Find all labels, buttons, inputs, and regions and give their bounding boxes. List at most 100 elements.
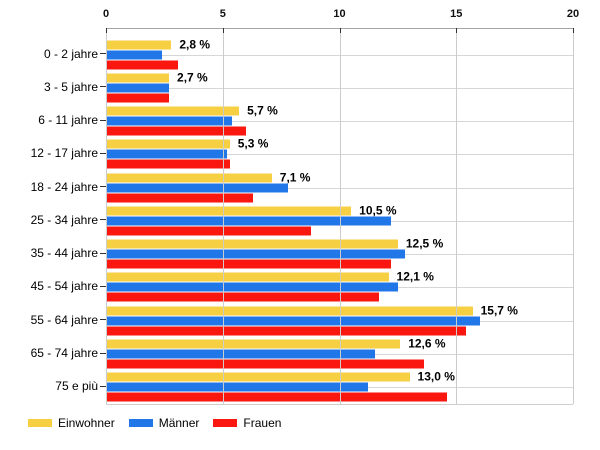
bar-frauen[interactable] (106, 60, 179, 70)
bar-einwohner[interactable] (106, 372, 410, 382)
category-label: 6 - 11 jahre (38, 113, 98, 128)
bar-line (106, 126, 573, 136)
value-label: 12,6 % (408, 336, 446, 351)
bar-line: 12,6 % (106, 336, 573, 351)
legend-swatch-maenner (128, 419, 153, 427)
bar-frauen[interactable] (106, 226, 312, 236)
bar-einwohner[interactable] (106, 173, 272, 183)
bar-maenner[interactable] (106, 249, 405, 259)
bar-einwohner[interactable] (106, 206, 352, 216)
category-tick-mark (100, 285, 106, 287)
bar-line (106, 149, 573, 159)
x-gridline (339, 29, 341, 404)
bar-maenner[interactable] (106, 183, 289, 193)
bar-maenner[interactable] (106, 116, 233, 126)
bar-maenner[interactable] (106, 50, 163, 60)
x-axis-label: 5 (219, 8, 226, 20)
bar-einwohner[interactable] (106, 239, 398, 249)
legend-swatch-frauen (213, 419, 238, 427)
bar-einwohner[interactable] (106, 272, 389, 282)
legend-item-einwohner[interactable]: Einwohner (28, 416, 115, 430)
bar-group: 13,0 % (106, 371, 573, 402)
category-row: 18 - 24 jahre (0, 170, 106, 203)
category-tick-mark (100, 186, 106, 188)
bar-line (106, 326, 573, 336)
bar-einwohner[interactable] (106, 73, 170, 83)
bar-frauen[interactable] (106, 193, 254, 203)
category-axis: 0 - 2 jahre 3 - 5 jahre 6 - 11 jahre 12 - 1… (0, 37, 106, 403)
category-tick-mark (100, 86, 106, 88)
bar-maenner[interactable] (106, 382, 368, 392)
bar-einwohner[interactable] (106, 139, 230, 149)
bar-maenner[interactable] (106, 83, 170, 93)
bar-frauen[interactable] (106, 159, 230, 169)
bar-frauen[interactable] (106, 326, 466, 336)
bar-line (106, 249, 573, 259)
legend-item-frauen[interactable]: Frauen (213, 416, 281, 430)
x-gridline (456, 29, 458, 404)
legend-item-maenner[interactable]: Männer (128, 416, 200, 430)
category-label: 35 - 44 jahre (30, 246, 98, 261)
value-label: 12,1 % (396, 269, 434, 284)
category-label: 25 - 34 jahre (30, 212, 98, 227)
bar-einwohner[interactable] (106, 306, 473, 316)
bar-line: 5,3 % (106, 138, 573, 150)
bar-line (106, 382, 573, 392)
bar-frauen[interactable] (106, 392, 447, 402)
bar-line: 5,7 % (106, 105, 573, 117)
category-row: 12 - 17 jahre (0, 137, 106, 170)
bar-frauen[interactable] (106, 359, 424, 369)
category-tick-mark (100, 319, 106, 321)
x-axis-tick (573, 28, 574, 33)
category-label: 65 - 74 jahre (30, 346, 98, 361)
bar-line (106, 93, 573, 103)
bar-frauen[interactable] (106, 259, 391, 269)
x-axis-tick (456, 28, 458, 33)
value-label: 12,5 % (405, 236, 444, 251)
bar-frauen[interactable] (106, 93, 170, 103)
bar-maenner[interactable] (106, 349, 375, 359)
bar-maenner[interactable] (106, 316, 480, 326)
x-gridline (106, 29, 107, 404)
bar-maenner[interactable] (106, 149, 228, 159)
legend-swatch-einwohner (28, 419, 52, 427)
x-axis-label: 0 (102, 8, 110, 20)
bar-frauen[interactable] (106, 292, 380, 302)
bar-line (106, 183, 573, 193)
bar-group: 7,1 % (106, 170, 573, 203)
bar-line (106, 159, 573, 169)
category-tick-mark (100, 252, 106, 254)
value-label: 7,1 % (279, 170, 311, 185)
bar-line: 12,5 % (106, 236, 573, 251)
bar-maenner[interactable] (106, 216, 391, 226)
value-label: 10,5 % (359, 203, 397, 218)
category-label: 18 - 24 jahre (30, 179, 98, 194)
category-tick-mark (100, 53, 106, 55)
bar-line: 15,7 % (106, 304, 573, 316)
bar-einwohner[interactable] (106, 106, 240, 116)
x-axis-tick (339, 28, 341, 33)
bar-line (106, 226, 573, 236)
legend: Einwohner Männer Frauen (28, 416, 281, 430)
legend-label-maenner: Männer (158, 416, 200, 430)
plot-area: 2,8 % 2,7 % 5,7 % 5,3 % 7,1 % 10,5 % 12,5 % 12,… (103, 8, 579, 405)
bar-line (106, 60, 573, 70)
bar-rows: 2,8 % 2,7 % 5,7 % 5,3 % 7,1 % 10,5 % 12,5 % 12,… (106, 38, 573, 404)
bar-einwohner[interactable] (106, 40, 172, 50)
category-row: 65 - 74 jahre (0, 336, 106, 369)
bar-line (106, 50, 573, 60)
category-row: 0 - 2 jahre (0, 37, 106, 70)
bar-frauen[interactable] (106, 126, 247, 136)
category-tick-mark (100, 152, 106, 154)
category-row: 55 - 64 jahre (0, 303, 106, 336)
bar-line: 13,0 % (106, 371, 573, 383)
bar-line (106, 83, 573, 93)
legend-label-frauen: Frauen (243, 416, 282, 430)
x-gridline (573, 29, 574, 404)
bar-line: 7,1 % (106, 170, 573, 185)
bar-einwohner[interactable] (106, 339, 401, 349)
bar-group: 5,3 % (106, 138, 573, 169)
value-label: 2,8 % (179, 37, 211, 52)
bar-maenner[interactable] (106, 282, 398, 292)
